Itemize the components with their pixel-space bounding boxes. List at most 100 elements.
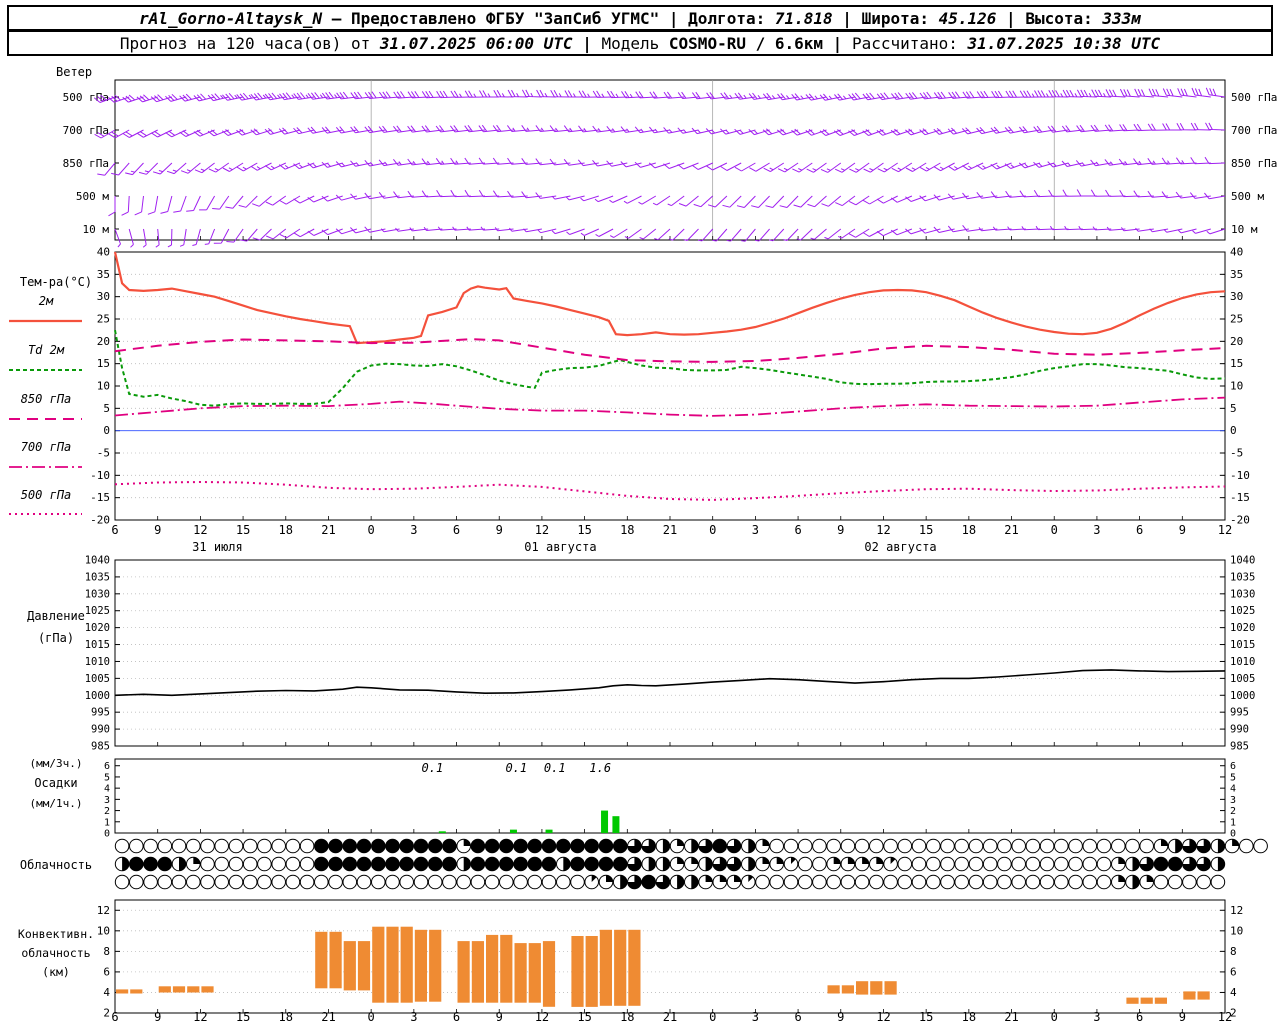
- cloud-symbol: [541, 856, 557, 872]
- cloud-symbol: [328, 856, 343, 872]
- wind-barb-row: [108, 189, 1226, 217]
- wind-barb: [180, 162, 201, 174]
- wind-barb: [848, 228, 870, 238]
- cloud-fill: [1132, 857, 1140, 871]
- wind-barb: [393, 125, 414, 133]
- time-label: 18: [962, 1010, 976, 1024]
- wind-barb: [1118, 158, 1140, 166]
- cloud-fill: [691, 875, 699, 889]
- model-label: Модель: [601, 33, 669, 53]
- wind-barb: [435, 125, 457, 133]
- wind-barb: [336, 91, 357, 100]
- ytick-label-right: 1005: [1230, 673, 1255, 685]
- wind-barb: [919, 91, 941, 100]
- cloud-fill: [656, 875, 670, 889]
- wind-barb: [122, 94, 144, 103]
- wind-barb: [350, 126, 372, 134]
- cloud-symbol: [299, 874, 315, 890]
- cloud-symbol: [342, 874, 358, 890]
- cloud-fill: [1217, 857, 1225, 871]
- cloud-symbol: [1039, 838, 1055, 854]
- cloud-fill: [734, 875, 741, 882]
- cloud-fill: [463, 857, 471, 871]
- wind-barb: [976, 90, 998, 99]
- convective-bar: [542, 941, 556, 1007]
- time-label: 12: [535, 523, 549, 537]
- wind-barb: [736, 195, 756, 208]
- ytick-label-right: 995: [1230, 707, 1249, 719]
- cloud-fill: [748, 839, 756, 853]
- wind-barb: [450, 189, 471, 198]
- wind-barb: [677, 162, 699, 170]
- wind-barb: [1204, 192, 1226, 200]
- cloud-fill: [606, 875, 613, 882]
- ytick-label-right: -5: [1230, 447, 1243, 460]
- wind-barb: [791, 128, 813, 136]
- wind-barb: [364, 159, 386, 167]
- cloud-symbol: [541, 838, 557, 854]
- convective-bar: [870, 981, 883, 995]
- wind-barb: [677, 127, 699, 134]
- cloud-row: [114, 856, 1226, 872]
- time-label: 12: [876, 523, 890, 537]
- cloud-symbol: [1082, 856, 1098, 872]
- ytick-label-right: 4: [1230, 986, 1237, 999]
- separator: |: [572, 33, 602, 53]
- cloud-symbol: [399, 874, 415, 890]
- wind-barb: [222, 92, 244, 101]
- wind-barb: [933, 127, 955, 135]
- cloud-fill: [705, 875, 713, 882]
- time-label: 6: [453, 1010, 460, 1024]
- wind-barb: [1090, 189, 1112, 197]
- ytick-label-right: 25: [1230, 313, 1243, 326]
- wind-barb: [1075, 160, 1097, 167]
- cloud-symbol: [1054, 838, 1069, 854]
- cloud-fill: [691, 857, 699, 864]
- cloud-symbol: [1253, 838, 1268, 854]
- cloud-fill: [1217, 839, 1225, 853]
- wind-barb: [834, 162, 856, 173]
- wind-level-label-left: 10 м: [83, 223, 110, 236]
- wind-barb: [535, 192, 557, 199]
- precip-value: 0.1: [544, 761, 566, 775]
- wind-barb: [1204, 156, 1226, 165]
- convective-bar: [471, 941, 484, 1003]
- cloud-symbol: [911, 838, 927, 854]
- wind-barb: [478, 157, 500, 165]
- wind-barb: [876, 92, 898, 101]
- convective-bar: [329, 931, 342, 989]
- cloud-symbol: [157, 838, 173, 854]
- wind-barb: [1162, 88, 1183, 98]
- wind-barb: [1176, 123, 1197, 131]
- wind-barb: [293, 92, 315, 100]
- wind-level-label-left: 700 гПа: [63, 124, 109, 137]
- cloud-symbol: [200, 838, 215, 854]
- cloud-symbol: [911, 874, 927, 890]
- wind-barb: [848, 92, 870, 101]
- pressure-panel: 1040 1040 1035 1035 1030 1030 1025 1025 1020 1020…: [27, 555, 1255, 753]
- cloud-symbol: [612, 838, 628, 854]
- wind-barb: [108, 129, 130, 139]
- cloud-panel: Облачность: [20, 838, 1268, 890]
- wind-barb: [792, 162, 813, 173]
- cloud-symbol: [840, 838, 856, 854]
- ytick-label-right: 1015: [1230, 639, 1255, 651]
- wind-barb: [1205, 122, 1226, 131]
- cloud-symbol: [1096, 856, 1112, 872]
- wind-barb: [193, 129, 215, 137]
- cloud-symbol: [1068, 856, 1083, 872]
- forecast-label: Прогноз на 120 часа(ов) от: [119, 33, 380, 53]
- cloud-fill: [791, 857, 796, 864]
- panel-frame: [114, 79, 1226, 241]
- time-label: 15: [236, 1010, 250, 1024]
- cloud-fill: [677, 857, 684, 864]
- provider-text: — Предоставлено ФГБУ "ЗапСиб УГМС": [322, 8, 660, 28]
- cloud-symbol: [840, 874, 856, 890]
- ytick-label-left: 3: [104, 795, 110, 806]
- ytick-label-left: 1020: [85, 622, 110, 634]
- wind-barb: [293, 195, 315, 204]
- cloud-symbol: [997, 874, 1012, 890]
- cloud-symbol: [470, 874, 486, 890]
- wind-barb: [1119, 88, 1140, 98]
- separator: |: [659, 8, 689, 28]
